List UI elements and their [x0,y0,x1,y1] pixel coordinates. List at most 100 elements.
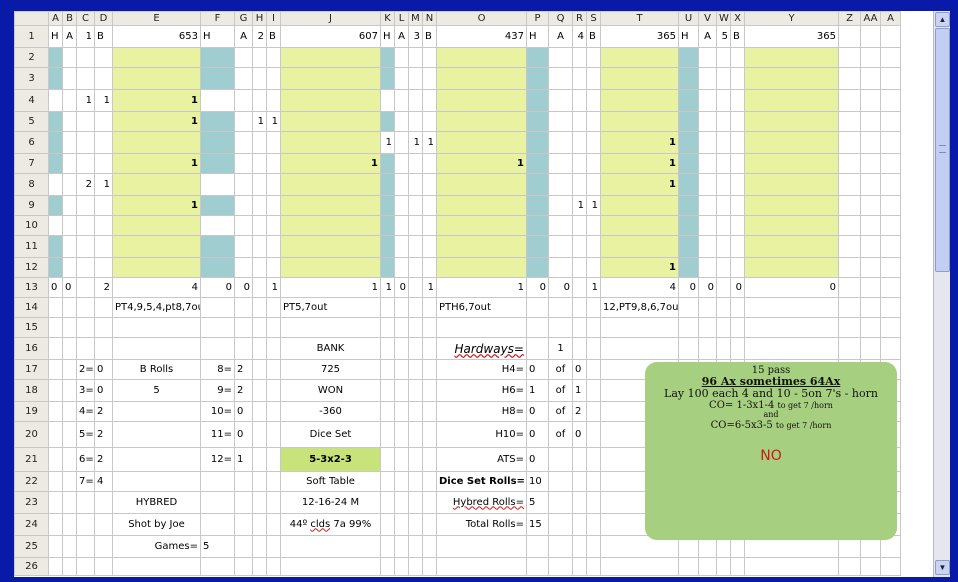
cell[interactable] [716,173,731,196]
cell[interactable] [880,25,901,48]
column-header[interactable]: T [600,11,679,26]
cell[interactable]: 653 [112,25,201,48]
column-header[interactable]: J [280,11,381,26]
cell[interactable]: 2 [94,401,113,422]
cell[interactable] [586,215,601,236]
cell[interactable] [394,235,409,258]
cell[interactable] [586,557,601,576]
cell[interactable] [252,401,267,422]
cell[interactable] [600,47,679,68]
cell[interactable] [422,297,437,318]
cell[interactable]: B [730,25,745,48]
cell[interactable] [548,67,573,90]
cell[interactable] [880,235,901,258]
cell[interactable] [62,195,77,216]
column-header[interactable]: R [572,11,587,26]
cell[interactable] [572,491,587,514]
cell[interactable] [408,471,423,492]
cell[interactable] [572,89,587,112]
cell[interactable] [394,111,409,132]
cell[interactable]: 0 [526,359,549,380]
cell[interactable] [252,447,267,472]
cell[interactable]: H [48,25,63,48]
cell[interactable]: 607 [280,25,381,48]
cell[interactable]: B Rolls [112,359,201,380]
cell[interactable] [744,47,839,68]
cell[interactable]: 10 [526,471,549,492]
cell[interactable] [200,195,235,216]
cell[interactable] [76,491,95,514]
cell[interactable]: 12= [200,447,235,472]
notes-shape[interactable]: 15 pass 96 Ax sometimes 64Ax Lay 100 eac… [645,362,897,540]
cell[interactable]: 1 [586,195,601,216]
cell[interactable] [48,131,63,154]
cell[interactable] [422,491,437,514]
cell[interactable]: WON [280,379,381,402]
cell[interactable] [744,89,839,112]
cell[interactable] [394,379,409,402]
cell[interactable] [548,47,573,68]
cell[interactable]: 44º clds 7a 99% [280,513,381,536]
cell[interactable] [266,215,281,236]
cell[interactable] [548,89,573,112]
row-header[interactable]: 4 [14,89,49,112]
cell[interactable] [600,67,679,90]
cell[interactable] [62,557,77,576]
cell[interactable]: Hardways= [436,337,527,360]
cell[interactable] [586,379,601,402]
column-header[interactable]: AA [860,11,881,26]
cell[interactable] [252,215,267,236]
cell[interactable] [62,359,77,380]
cell[interactable] [200,557,235,576]
cell[interactable] [586,111,601,132]
column-header[interactable]: N [422,11,437,26]
cell[interactable] [112,67,201,90]
cell[interactable] [716,111,731,132]
cell[interactable] [436,317,527,338]
cell[interactable] [48,89,63,112]
cell[interactable] [436,257,527,278]
cell[interactable] [422,535,437,558]
cell[interactable]: H [526,25,549,48]
cell[interactable] [380,471,395,492]
cell[interactable]: of [548,421,573,448]
cell[interactable] [572,535,587,558]
scroll-up-icon[interactable]: ▲ [935,12,950,27]
cell[interactable] [880,257,901,278]
cell[interactable] [586,421,601,448]
cell[interactable] [280,317,381,338]
scroll-thumb[interactable] [935,28,950,272]
cell[interactable] [62,89,77,112]
cell[interactable] [62,67,77,90]
cell[interactable]: 1 [280,153,381,174]
cell[interactable] [408,557,423,576]
cell[interactable] [526,195,549,216]
cell[interactable] [380,401,395,422]
cell[interactable] [716,235,731,258]
row-header[interactable]: 26 [14,557,49,576]
cell[interactable]: 0 [526,401,549,422]
cell[interactable] [48,337,63,360]
row-header[interactable]: 16 [14,337,49,360]
cell[interactable] [572,47,587,68]
cell[interactable] [586,359,601,380]
cell[interactable] [280,257,381,278]
cell[interactable] [234,317,253,338]
cell[interactable] [698,337,717,360]
row-header[interactable]: 5 [14,111,49,132]
cell[interactable] [408,535,423,558]
cell[interactable]: 1 [112,89,201,112]
cell[interactable] [94,257,113,278]
cell[interactable] [526,47,549,68]
cell[interactable] [744,557,839,576]
cell[interactable] [76,67,95,90]
cell[interactable] [48,297,63,318]
cell[interactable] [62,153,77,174]
cell[interactable]: Hybred Rolls= [436,491,527,514]
cell[interactable] [572,277,587,298]
cell[interactable] [380,257,395,278]
cell[interactable]: 2 [234,379,253,402]
cell[interactable] [548,471,573,492]
cell[interactable] [48,359,63,380]
cell[interactable] [548,557,573,576]
